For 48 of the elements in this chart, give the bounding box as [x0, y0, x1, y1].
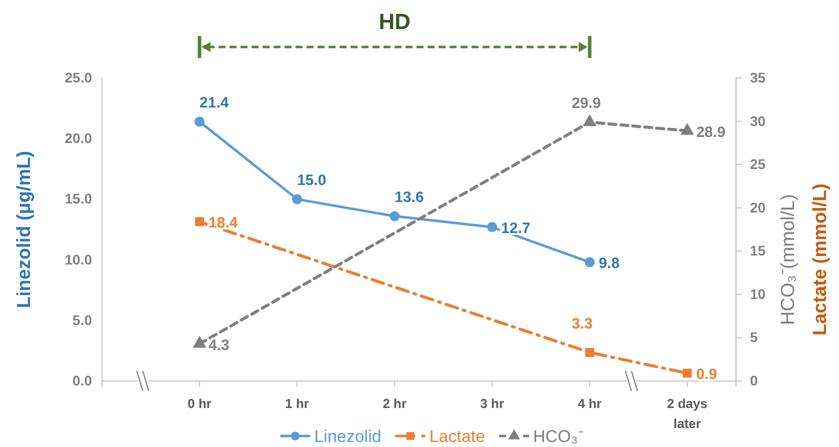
y2-tick-label: 10	[750, 286, 766, 302]
y-tick-label: 20.0	[64, 130, 92, 146]
data-label: 21.4	[200, 94, 230, 112]
data-label: 9.8	[598, 255, 620, 272]
y2-tick-label: 30	[750, 112, 766, 129]
point	[487, 222, 498, 232]
y2-axis-title: HCO₃⁻(mmol/L)	[778, 194, 799, 325]
data-label: 0.9	[696, 366, 718, 384]
y-tick-label: 0.0	[72, 372, 92, 388]
point	[584, 257, 595, 268]
data-label: 28.9	[696, 124, 726, 141]
y2-tick-label: 15	[750, 242, 766, 259]
data-label: 18.4	[208, 214, 238, 232]
point	[680, 122, 694, 135]
data-label: 13.6	[394, 189, 424, 206]
y-axis-title: Linezolid (μg/mL)	[14, 150, 35, 308]
x-tick-label: 0 hr	[188, 396, 212, 411]
y-tick-label: 15.0	[64, 190, 92, 207]
legend-label: Linezolid	[314, 427, 382, 446]
data-label: 15.0	[297, 172, 326, 190]
data-label: 29.9	[572, 95, 601, 112]
data-label: 3.3	[572, 315, 593, 332]
y-tick-label: 10.0	[64, 251, 92, 268]
point	[194, 116, 205, 127]
x-tick-label: 2 hr	[382, 396, 407, 411]
y2-tick-label: 20	[750, 199, 766, 216]
text: Lactate (mmol/L)	[810, 183, 831, 336]
y2-tick-label: 0	[750, 372, 758, 388]
legend-label: HCO₃⁻	[533, 427, 584, 446]
y-tick-label: 25.0	[64, 69, 92, 86]
point	[390, 211, 400, 222]
legend-label: Lactate	[429, 427, 486, 446]
text: HD	[378, 9, 411, 34]
point	[682, 368, 692, 378]
y2-tick-label: 5	[750, 329, 758, 346]
x-tick-label: 2 days later	[666, 396, 708, 431]
x-tick-label: 1 hr	[285, 396, 309, 411]
y2-tick-label: 25	[750, 156, 766, 172]
data-label: 12.7	[501, 220, 530, 238]
point	[195, 217, 204, 226]
x-tick-label: 3 hr	[480, 396, 504, 411]
data-label: 4.3	[208, 336, 230, 354]
y-tick-label: 5.0	[72, 312, 92, 328]
x-tick-label: 4 hr	[578, 396, 602, 411]
point	[292, 194, 302, 204]
point	[585, 348, 594, 357]
point	[582, 114, 596, 126]
y2-tick-label: 35	[750, 69, 766, 86]
